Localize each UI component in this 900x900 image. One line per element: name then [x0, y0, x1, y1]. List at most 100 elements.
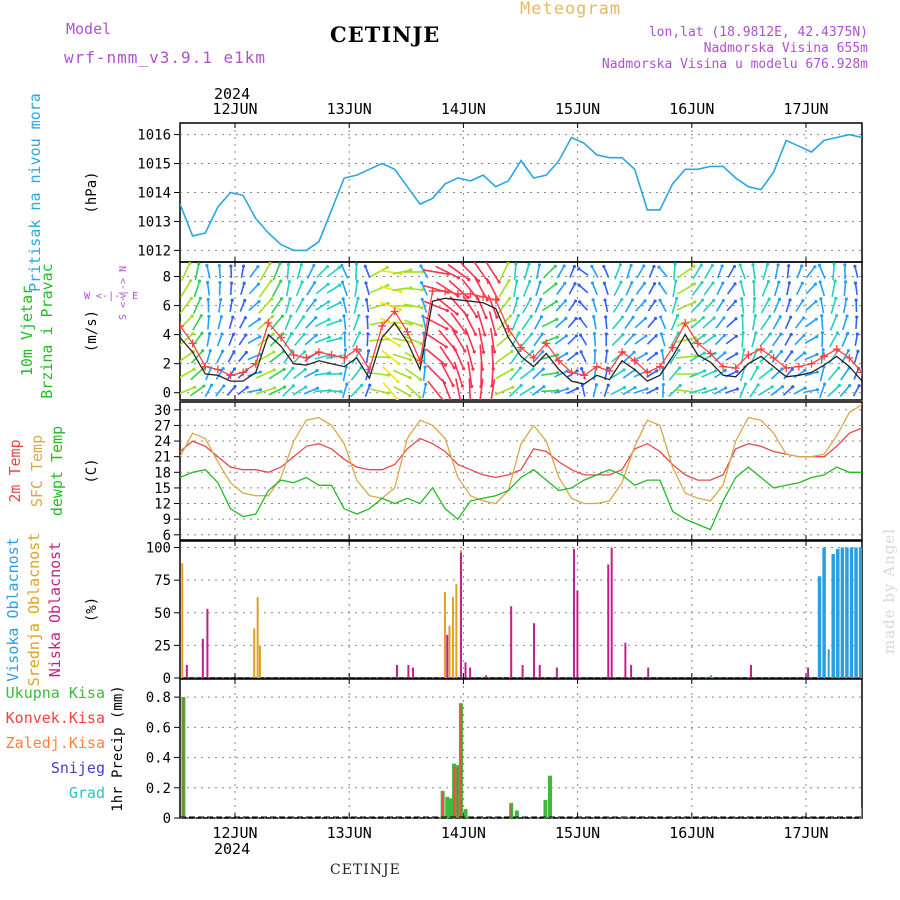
wind-arrow-head: [789, 315, 793, 319]
gust-marker: [820, 352, 829, 361]
wind-arrow: [462, 294, 478, 318]
wind-arrow-head: [620, 315, 625, 319]
wind-arrow: [675, 355, 696, 359]
wind-arrow-head: [565, 387, 569, 391]
wind-arrow: [327, 266, 340, 278]
plot-area: [180, 404, 862, 531]
wind-arrow: [272, 263, 281, 281]
wind-arrow-head: [495, 315, 499, 319]
wind-arrow: [522, 298, 532, 314]
wind-arrow: [670, 315, 679, 331]
wind-arrow: [228, 334, 235, 346]
wind-arrow-head: [652, 264, 656, 269]
wind-arrow: [752, 281, 756, 297]
wind-arrow: [691, 299, 704, 313]
wind-arrow: [842, 315, 848, 331]
wind-arrow-head: [452, 366, 456, 370]
wind-arrow-head: [770, 367, 774, 371]
wind-arrow: [603, 266, 610, 278]
wind-arrow-head: [272, 350, 276, 354]
wind-arrow: [239, 300, 246, 312]
wind-arrow: [180, 368, 195, 379]
wind-arrow-head: [622, 385, 627, 390]
wind-arrow: [783, 351, 793, 363]
wind-arrow-head: [767, 297, 771, 301]
wind-arrow-head: [693, 300, 697, 304]
wind-arrow-head: [313, 298, 317, 302]
wind-arrow: [192, 315, 202, 331]
wind-arrow: [593, 367, 597, 381]
wind-arrow-head: [231, 332, 235, 337]
bar: [548, 775, 553, 818]
wind-arrow-head: [338, 318, 343, 323]
bar: [521, 664, 524, 678]
wind-arrow-head: [856, 349, 860, 353]
wind-arrow: [555, 300, 567, 312]
wind-arrow-head: [574, 334, 579, 338]
wind-arrow-head: [256, 265, 260, 269]
wind-arrow: [498, 280, 510, 298]
wind-arrow-head: [515, 296, 520, 300]
wind-arrow: [773, 281, 780, 297]
wind-arrow: [229, 282, 233, 296]
wind-arrow: [541, 336, 558, 344]
wind-arrow-head: [619, 280, 623, 284]
wind-arrow-head: [555, 371, 560, 375]
plot-area: [180, 262, 862, 400]
gust-marker: [580, 371, 589, 380]
gust-marker: [719, 362, 728, 371]
wind-arrow-head: [230, 298, 234, 302]
wind-arrow-head: [221, 349, 225, 353]
wind-arrow: [716, 282, 724, 296]
wind-arrow-head: [206, 297, 210, 302]
wind-arrow: [689, 352, 705, 362]
wind-arrow: [353, 298, 359, 314]
bar: [543, 799, 548, 818]
wind-arrow: [832, 263, 836, 281]
gust-marker: [744, 350, 753, 359]
wind-arrow: [532, 351, 544, 363]
bar: [395, 664, 398, 678]
wind-arrow-head: [702, 333, 706, 337]
bar: [555, 667, 558, 678]
wind-arrow-head: [345, 382, 349, 386]
wind-arrow-head: [338, 301, 342, 305]
gust-marker: [365, 365, 374, 374]
wind-arrow-head: [655, 386, 659, 390]
wind-arrow: [285, 298, 291, 314]
wind-arrow-head: [528, 297, 533, 301]
wind-arrow: [668, 367, 681, 381]
wind-arrow: [355, 264, 358, 280]
y-tick-label: 6: [163, 299, 171, 315]
wind-arrow-head: [539, 315, 544, 319]
wind-arrow-head: [518, 366, 523, 370]
bar: [455, 584, 458, 678]
bar: [411, 667, 414, 678]
wind-arrow-head: [813, 282, 818, 286]
wind-arrow: [658, 283, 668, 295]
bar: [647, 667, 650, 678]
wind-arrow: [393, 385, 411, 397]
bar: [182, 697, 185, 818]
wind-arrow: [392, 369, 411, 379]
wind-arrow: [435, 265, 459, 279]
wind-arrow-head: [531, 385, 536, 389]
wind-arrow: [592, 384, 598, 398]
wind-arrow-head: [723, 368, 727, 372]
wind-arrow: [491, 362, 495, 386]
wind-arrow: [841, 333, 849, 347]
y-tick-label: 8: [163, 270, 171, 286]
wind-arrow: [647, 300, 656, 312]
wind-arrow: [701, 387, 716, 395]
wind-arrow-head: [713, 369, 718, 373]
wind-arrow: [611, 334, 624, 346]
wind-arrow: [852, 385, 860, 397]
wind-arrow: [578, 284, 589, 294]
wind-arrow: [271, 280, 282, 298]
wind-arrow-head: [801, 316, 806, 320]
wind-arrow: [218, 265, 222, 279]
wind-arrow: [226, 385, 236, 397]
wind-arrow-head: [722, 333, 726, 337]
wind-arrow: [392, 353, 411, 361]
wind-arrow-head: [855, 332, 859, 336]
